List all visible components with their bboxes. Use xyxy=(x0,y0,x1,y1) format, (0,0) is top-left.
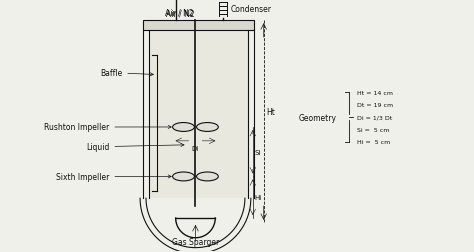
Ellipse shape xyxy=(197,123,219,132)
Ellipse shape xyxy=(173,172,194,181)
Text: Condenser: Condenser xyxy=(231,5,272,14)
Text: Hi =  5 cm: Hi = 5 cm xyxy=(356,140,390,145)
Text: Geometry: Geometry xyxy=(299,113,337,122)
Text: Baffle: Baffle xyxy=(100,69,153,78)
Text: Di = 1/3 Dt: Di = 1/3 Dt xyxy=(356,115,392,120)
Text: Rushton Impeller: Rushton Impeller xyxy=(44,123,171,132)
Text: Di: Di xyxy=(192,145,199,151)
Text: Sixth Impeller: Sixth Impeller xyxy=(56,172,171,181)
Bar xyxy=(149,31,248,198)
Text: Si =  5 cm: Si = 5 cm xyxy=(356,128,389,133)
Ellipse shape xyxy=(173,123,194,132)
Text: Ht = 14 cm: Ht = 14 cm xyxy=(356,90,392,96)
Text: Liquid: Liquid xyxy=(86,143,184,152)
Ellipse shape xyxy=(197,172,219,181)
Text: Air / N2: Air / N2 xyxy=(165,8,194,17)
Text: Air / N2: Air / N2 xyxy=(166,9,195,18)
Text: Si: Si xyxy=(255,149,261,155)
Text: Dt = 19 cm: Dt = 19 cm xyxy=(356,103,393,108)
Text: Ht: Ht xyxy=(267,108,275,117)
Text: Gas Sparger: Gas Sparger xyxy=(172,237,219,246)
Bar xyxy=(143,21,254,31)
Text: Hi: Hi xyxy=(255,195,262,200)
